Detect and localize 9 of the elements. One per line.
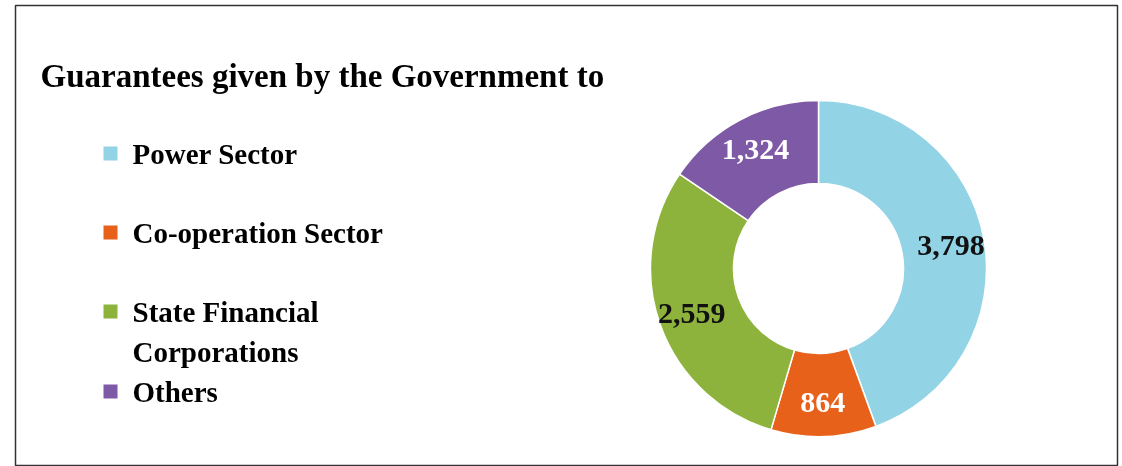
data-label: 2,559 — [658, 296, 726, 330]
data-label: 864 — [800, 385, 846, 419]
legend-label: Power Sector — [132, 137, 298, 170]
legend-label: Others — [132, 375, 218, 408]
data-label: 3,798 — [917, 227, 985, 261]
data-label: 1,324 — [721, 132, 790, 166]
legend-label: State Financial Corporations — [132, 295, 319, 368]
legend-label: Co-operation Sector — [132, 216, 384, 249]
chart-title: Guarantees given by the Government to — [40, 57, 605, 94]
